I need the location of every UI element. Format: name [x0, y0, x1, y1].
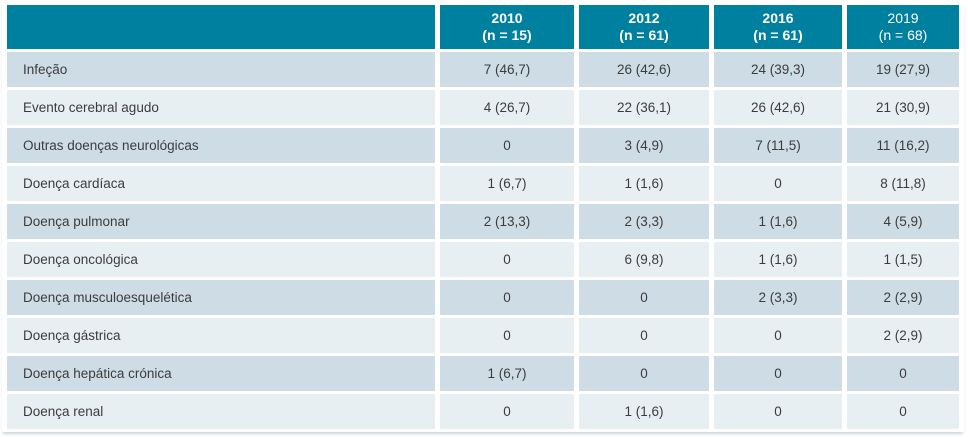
header-n: (n = 15)	[482, 27, 532, 43]
header-year: 2012	[628, 10, 660, 26]
value-cell: 19 (27,9)	[847, 52, 959, 87]
value-cell: 0	[714, 356, 842, 391]
value-cell: 4 (26,7)	[440, 90, 574, 125]
value-cell: 2 (3,3)	[579, 204, 709, 239]
table-row: Doença renal 0 1 (1,6) 0 0	[7, 394, 959, 429]
header-n: (n = 68)	[878, 27, 928, 43]
row-label-cell: Outras doenças neurológicas	[7, 128, 435, 163]
value-cell: 1 (6,7)	[440, 166, 574, 201]
comorbidity-frequency-table: 2010 (n = 15) 2012 (n = 61) 2016 (n = 61…	[2, 2, 964, 432]
row-label-cell: Doença gástrica	[7, 318, 435, 353]
value-cell: 11 (16,2)	[847, 128, 959, 163]
value-cell: 1 (1,6)	[579, 166, 709, 201]
value-cell: 0	[847, 356, 959, 391]
value-cell: 24 (39,3)	[714, 52, 842, 87]
value-cell: 0	[579, 356, 709, 391]
value-cell: 26 (42,6)	[714, 90, 842, 125]
header-year: 2016	[762, 10, 794, 26]
value-cell: 1 (1,5)	[847, 242, 959, 277]
header-col-2012: 2012 (n = 61)	[579, 5, 709, 49]
value-cell: 0	[440, 394, 574, 429]
row-label-cell: Infeção	[7, 52, 435, 87]
header-n: (n = 61)	[619, 27, 669, 43]
value-cell: 1 (1,6)	[714, 242, 842, 277]
table-row: Doença pulmonar 2 (13,3) 2 (3,3) 1 (1,6) 4 (…	[7, 204, 959, 239]
value-cell: 22 (36,1)	[579, 90, 709, 125]
header-year: 2010	[491, 10, 523, 26]
row-label-cell: Doença pulmonar	[7, 204, 435, 239]
table-row: Doença gástrica 0 0 0 2 (2,9)	[7, 318, 959, 353]
value-cell: 2 (2,9)	[847, 280, 959, 315]
value-cell: 4 (5,9)	[847, 204, 959, 239]
table-row: Outras doenças neurológicas 0 3 (4,9) 7 (11…	[7, 128, 959, 163]
value-cell: 8 (11,8)	[847, 166, 959, 201]
value-cell: 2 (3,3)	[714, 280, 842, 315]
value-cell: 0	[714, 394, 842, 429]
row-label-cell: Evento cerebral agudo	[7, 90, 435, 125]
row-label-cell: Doença musculoesquelética	[7, 280, 435, 315]
table-row: Doença cardíaca 1 (6,7) 1 (1,6) 0 8 (11,8)	[7, 166, 959, 201]
table-row: Doença hepática crónica 1 (6,7) 0 0 0	[7, 356, 959, 391]
value-cell: 2 (2,9)	[847, 318, 959, 353]
value-cell: 0	[847, 394, 959, 429]
value-cell: 7 (46,7)	[440, 52, 574, 87]
value-cell: 6 (9,8)	[579, 242, 709, 277]
header-col-2016: 2016 (n = 61)	[714, 5, 842, 49]
table-body: Infeção 7 (46,7) 26 (42,6) 24 (39,3) 19 (27,…	[7, 52, 959, 429]
value-cell: 1 (6,7)	[440, 356, 574, 391]
table-row: Evento cerebral agudo 4 (26,7) 22 (36,1) 26…	[7, 90, 959, 125]
value-cell: 21 (30,9)	[847, 90, 959, 125]
header-n: (n = 61)	[753, 27, 803, 43]
value-cell: 7 (11,5)	[714, 128, 842, 163]
header-col-2019: 2019 (n = 68)	[847, 5, 959, 49]
value-cell: 3 (4,9)	[579, 128, 709, 163]
value-cell: 0	[714, 318, 842, 353]
row-label-cell: Doença cardíaca	[7, 166, 435, 201]
row-label-cell: Doença oncológica	[7, 242, 435, 277]
table-row: Doença oncológica 0 6 (9,8) 1 (1,6) 1 (1,5)	[7, 242, 959, 277]
row-label-cell: Doença hepática crónica	[7, 356, 435, 391]
value-cell: 0	[440, 280, 574, 315]
value-cell: 0	[440, 242, 574, 277]
header-year: 2019	[887, 10, 919, 26]
value-cell: 1 (1,6)	[579, 394, 709, 429]
value-cell: 0	[579, 318, 709, 353]
header-row: 2010 (n = 15) 2012 (n = 61) 2016 (n = 61…	[7, 5, 959, 49]
table-row: Doença musculoesquelética 0 0 2 (3,3) 2 (2,9…	[7, 280, 959, 315]
value-cell: 0	[440, 128, 574, 163]
value-cell: 0	[579, 280, 709, 315]
table-row: Infeção 7 (46,7) 26 (42,6) 24 (39,3) 19 (27,…	[7, 52, 959, 87]
value-cell: 26 (42,6)	[579, 52, 709, 87]
header-col-2010: 2010 (n = 15)	[440, 5, 574, 49]
row-label-cell: Doença renal	[7, 394, 435, 429]
value-cell: 0	[440, 318, 574, 353]
value-cell: 1 (1,6)	[714, 204, 842, 239]
value-cell: 2 (13,3)	[440, 204, 574, 239]
header-empty-cell	[7, 5, 435, 49]
value-cell: 0	[714, 166, 842, 201]
